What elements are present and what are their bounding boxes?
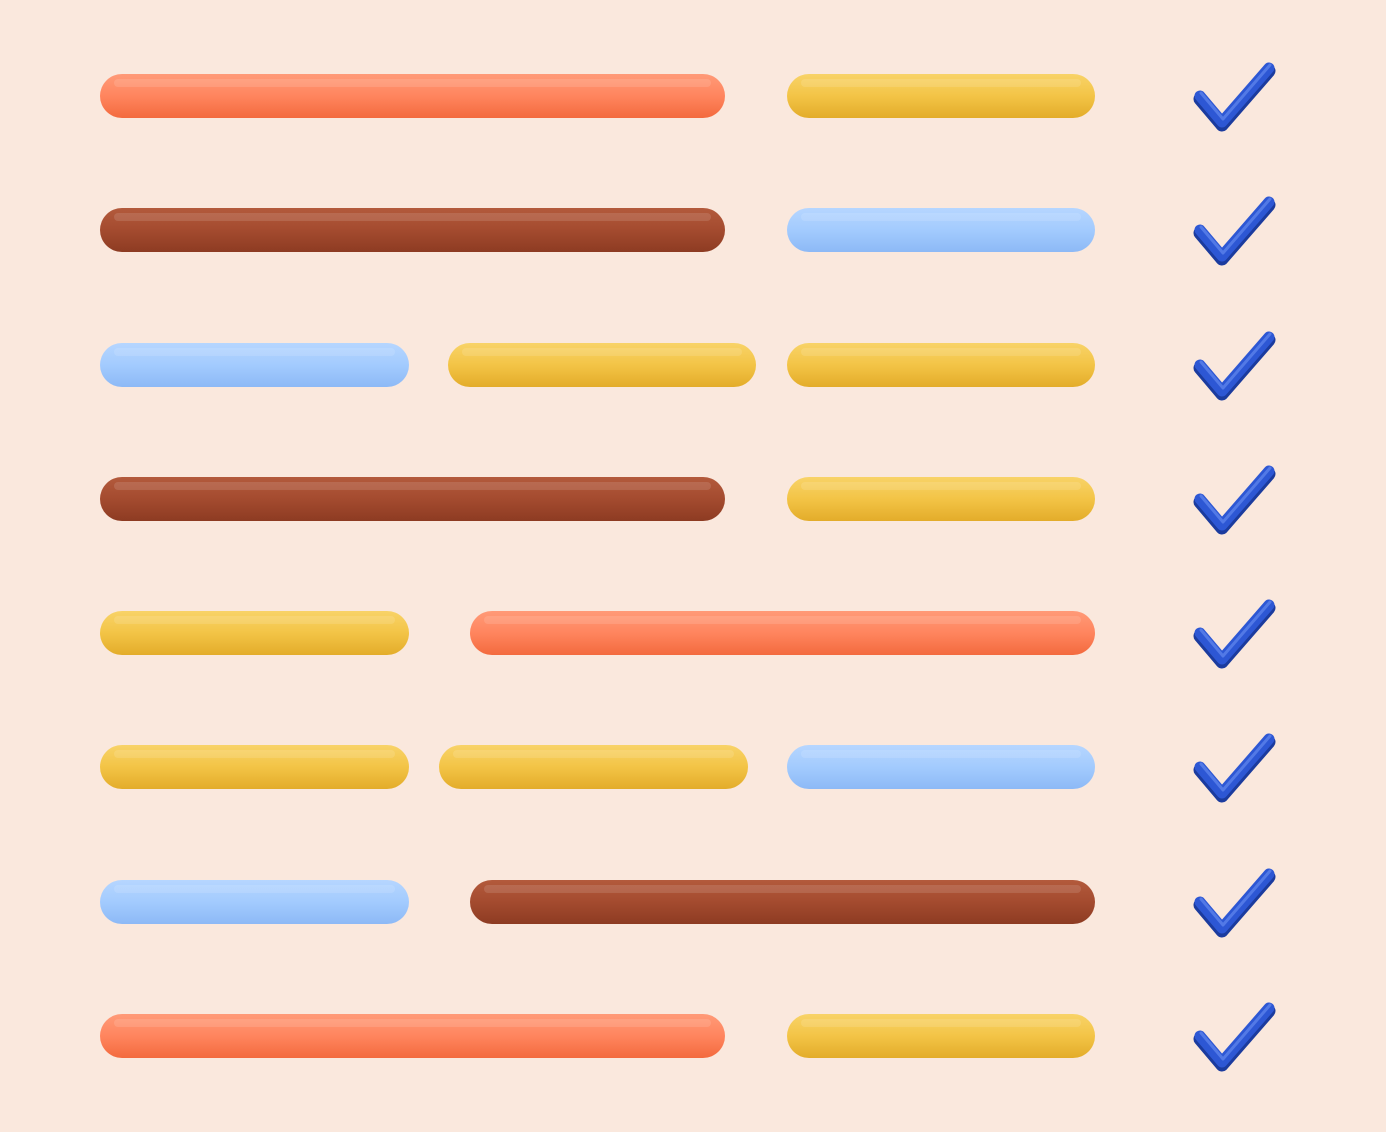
- brown-bar: [100, 208, 725, 252]
- bar-highlight: [801, 213, 1081, 221]
- checkmark-highlight: [1199, 63, 1272, 121]
- blue-bar: [787, 208, 1095, 252]
- checkmark-highlight: [1199, 466, 1272, 524]
- yellow-bar: [787, 343, 1095, 387]
- blue-bar: [100, 880, 409, 924]
- bar-highlight: [114, 348, 395, 356]
- yellow-bar: [439, 745, 748, 789]
- checkmark-highlight: [1199, 600, 1272, 658]
- brown-bar: [470, 880, 1095, 924]
- bar-highlight: [484, 885, 1081, 893]
- bar-highlight: [114, 750, 395, 758]
- orange-bar: [100, 74, 725, 118]
- bar-highlight: [801, 1019, 1081, 1027]
- checkmark-highlight: [1199, 1003, 1272, 1061]
- yellow-bar: [787, 1014, 1095, 1058]
- checkmark-highlight: [1199, 869, 1272, 927]
- yellow-bar: [100, 745, 409, 789]
- blue-bar: [100, 343, 409, 387]
- bar-highlight: [114, 213, 711, 221]
- yellow-bar: [787, 74, 1095, 118]
- yellow-bar: [787, 477, 1095, 521]
- checkmark-highlight: [1199, 332, 1272, 390]
- orange-bar: [470, 611, 1095, 655]
- blue-bar: [787, 745, 1095, 789]
- bar-highlight: [484, 616, 1081, 624]
- checkmark-highlight: [1199, 734, 1272, 792]
- yellow-bar: [100, 611, 409, 655]
- checkmark-highlight: [1199, 197, 1272, 255]
- bar-highlight: [114, 1019, 711, 1027]
- bar-highlight: [114, 482, 711, 490]
- yellow-bar: [448, 343, 756, 387]
- bar-highlight: [462, 348, 742, 356]
- bar-highlight: [114, 885, 395, 893]
- orange-bar: [100, 1014, 725, 1058]
- bar-highlight: [801, 750, 1081, 758]
- bar-highlight: [801, 348, 1081, 356]
- bar-highlight: [801, 482, 1081, 490]
- bar-highlight: [453, 750, 734, 758]
- bar-highlight: [801, 79, 1081, 87]
- bar-highlight: [114, 79, 711, 87]
- brown-bar: [100, 477, 725, 521]
- bar-highlight: [114, 616, 395, 624]
